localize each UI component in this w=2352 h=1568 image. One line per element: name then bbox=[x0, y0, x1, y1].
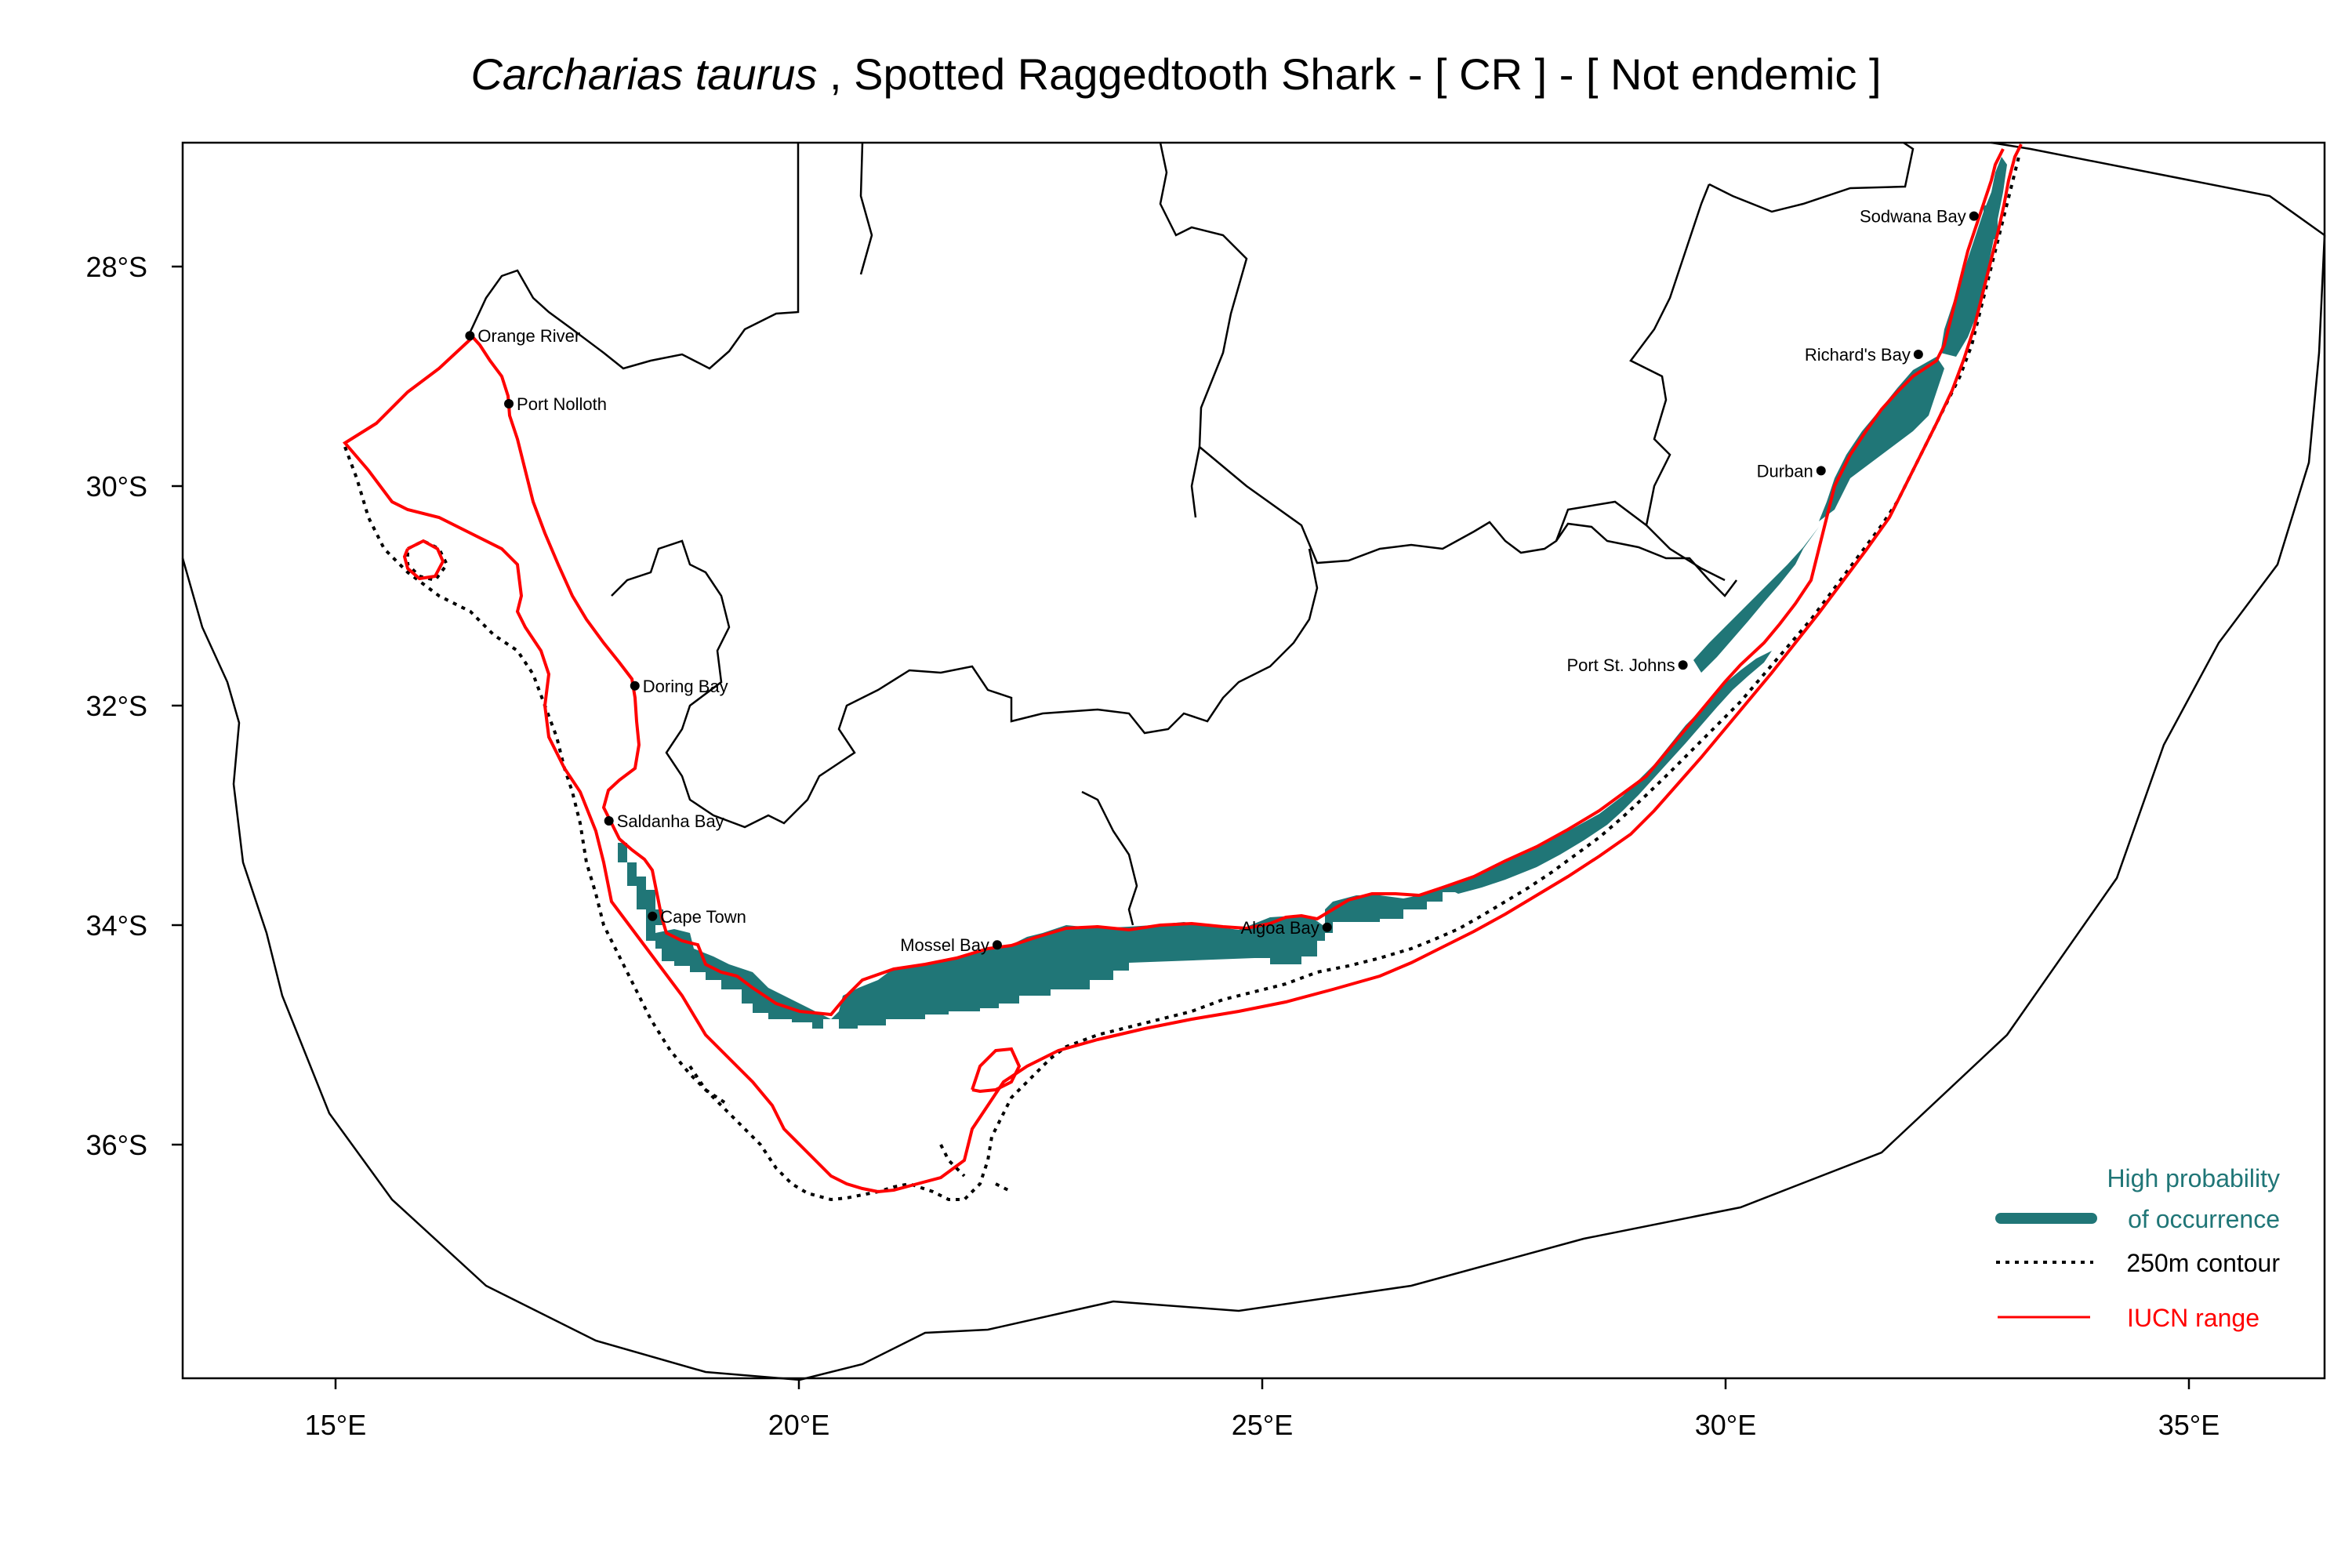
y-axis: 28°S 30°S 32°S 34°S 36°S bbox=[86, 251, 183, 1161]
land-boundary bbox=[1555, 500, 1647, 542]
contour-line bbox=[343, 156, 2020, 1202]
place-dot bbox=[1322, 922, 1332, 932]
x-tick-label: 15°E bbox=[305, 1409, 366, 1441]
occurrence-cell bbox=[1984, 205, 1998, 239]
x-tick-label: 20°E bbox=[768, 1409, 829, 1441]
occurrence-cell bbox=[655, 916, 1325, 1029]
title-species: Carcharias taurus bbox=[470, 49, 818, 99]
eez-boundary bbox=[181, 234, 2326, 1381]
place-label: Durban bbox=[1757, 461, 1813, 481]
occurrence-cell bbox=[1819, 357, 1944, 521]
contour-line bbox=[939, 1144, 966, 1178]
land-boundary bbox=[1629, 183, 1726, 582]
place-dot bbox=[1913, 350, 1923, 359]
contour-line bbox=[688, 1065, 731, 1107]
place-label: Saldanha Bay bbox=[617, 811, 724, 831]
land-boundary bbox=[1190, 446, 1201, 518]
occurrence-cell bbox=[1443, 651, 1772, 894]
occurrence-cell bbox=[1693, 527, 1819, 673]
high-probability-occurrence bbox=[618, 157, 2007, 1029]
legend: High probability of occurrence 250m cont… bbox=[1995, 1164, 2280, 1332]
land-boundary bbox=[1081, 790, 1138, 926]
map-title: Carcharias taurus , Spotted Raggedtooth … bbox=[0, 49, 2352, 100]
place-dot bbox=[1816, 466, 1826, 476]
place-label: Port St. Johns bbox=[1566, 655, 1675, 675]
land-boundary bbox=[469, 143, 800, 370]
place-markers: Sodwana Bay Richard's Bay Durban Port St. J… bbox=[465, 207, 1979, 955]
place-dot bbox=[604, 816, 614, 826]
land-boundary bbox=[859, 142, 873, 275]
iucn-range-line bbox=[471, 336, 663, 918]
iucn-range-line bbox=[402, 539, 445, 581]
eez-boundary-north bbox=[1991, 141, 2325, 237]
x-tick-label: 35°E bbox=[2158, 1409, 2220, 1441]
iucn-range-line bbox=[342, 143, 2023, 1194]
place-label: Doring Bay bbox=[643, 677, 728, 696]
place-label: Cape Town bbox=[660, 907, 746, 927]
land-boundary bbox=[1708, 141, 1915, 213]
legend-high-probability-line2: of occurrence bbox=[2128, 1205, 2280, 1233]
y-tick-label: 36°S bbox=[86, 1129, 147, 1161]
place-label: Richard's Bay bbox=[1805, 345, 1911, 365]
place-dot bbox=[630, 681, 640, 691]
iucn-range bbox=[342, 143, 2023, 1194]
x-axis: 15°E 20°E 25°E 30°E 35°E bbox=[305, 1378, 2220, 1441]
legend-contour-label: 250m contour bbox=[2126, 1249, 2280, 1277]
place-dot bbox=[992, 940, 1002, 950]
contour-line bbox=[995, 1182, 1012, 1193]
land-boundary bbox=[611, 539, 1319, 829]
place-label: Port Nolloth bbox=[517, 394, 607, 414]
land-boundary bbox=[1159, 142, 1737, 597]
place-dot bbox=[465, 331, 475, 341]
place-label: Sodwana Bay bbox=[1860, 207, 1966, 227]
place-label: Mossel Bay bbox=[900, 935, 989, 955]
title-details: , Spotted Raggedtooth Shark - [ CR ] - [… bbox=[817, 49, 1882, 99]
place-dot bbox=[648, 911, 658, 921]
place-dot bbox=[1678, 660, 1688, 670]
iucn-range-line bbox=[971, 1047, 1022, 1094]
iucn-range-line bbox=[660, 148, 2005, 1017]
y-tick-label: 34°S bbox=[86, 909, 147, 942]
x-tick-label: 30°E bbox=[1695, 1409, 1756, 1441]
place-label: Orange River bbox=[477, 326, 580, 346]
y-tick-label: 32°S bbox=[86, 690, 147, 722]
place-dot bbox=[504, 399, 514, 408]
province-boundaries bbox=[469, 141, 2325, 926]
x-tick-label: 25°E bbox=[1232, 1409, 1293, 1441]
place-dot bbox=[1969, 211, 1979, 221]
place-label: Algoa Bay bbox=[1240, 918, 1319, 938]
plot-frame bbox=[181, 141, 2326, 1380]
y-tick-label: 30°S bbox=[86, 470, 147, 503]
legend-high-probability-line1: High probability bbox=[2107, 1164, 2280, 1192]
y-tick-label: 28°S bbox=[86, 251, 147, 283]
legend-iucn-label: IUCN range bbox=[2127, 1304, 2259, 1332]
